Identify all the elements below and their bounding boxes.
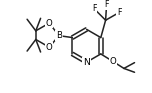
Text: O: O — [46, 43, 53, 52]
Text: O: O — [110, 57, 117, 66]
Text: F: F — [92, 4, 96, 13]
Text: F: F — [104, 0, 109, 9]
Text: N: N — [83, 58, 90, 67]
Text: B: B — [56, 31, 62, 40]
Text: F: F — [117, 8, 121, 17]
Text: O: O — [46, 19, 53, 28]
